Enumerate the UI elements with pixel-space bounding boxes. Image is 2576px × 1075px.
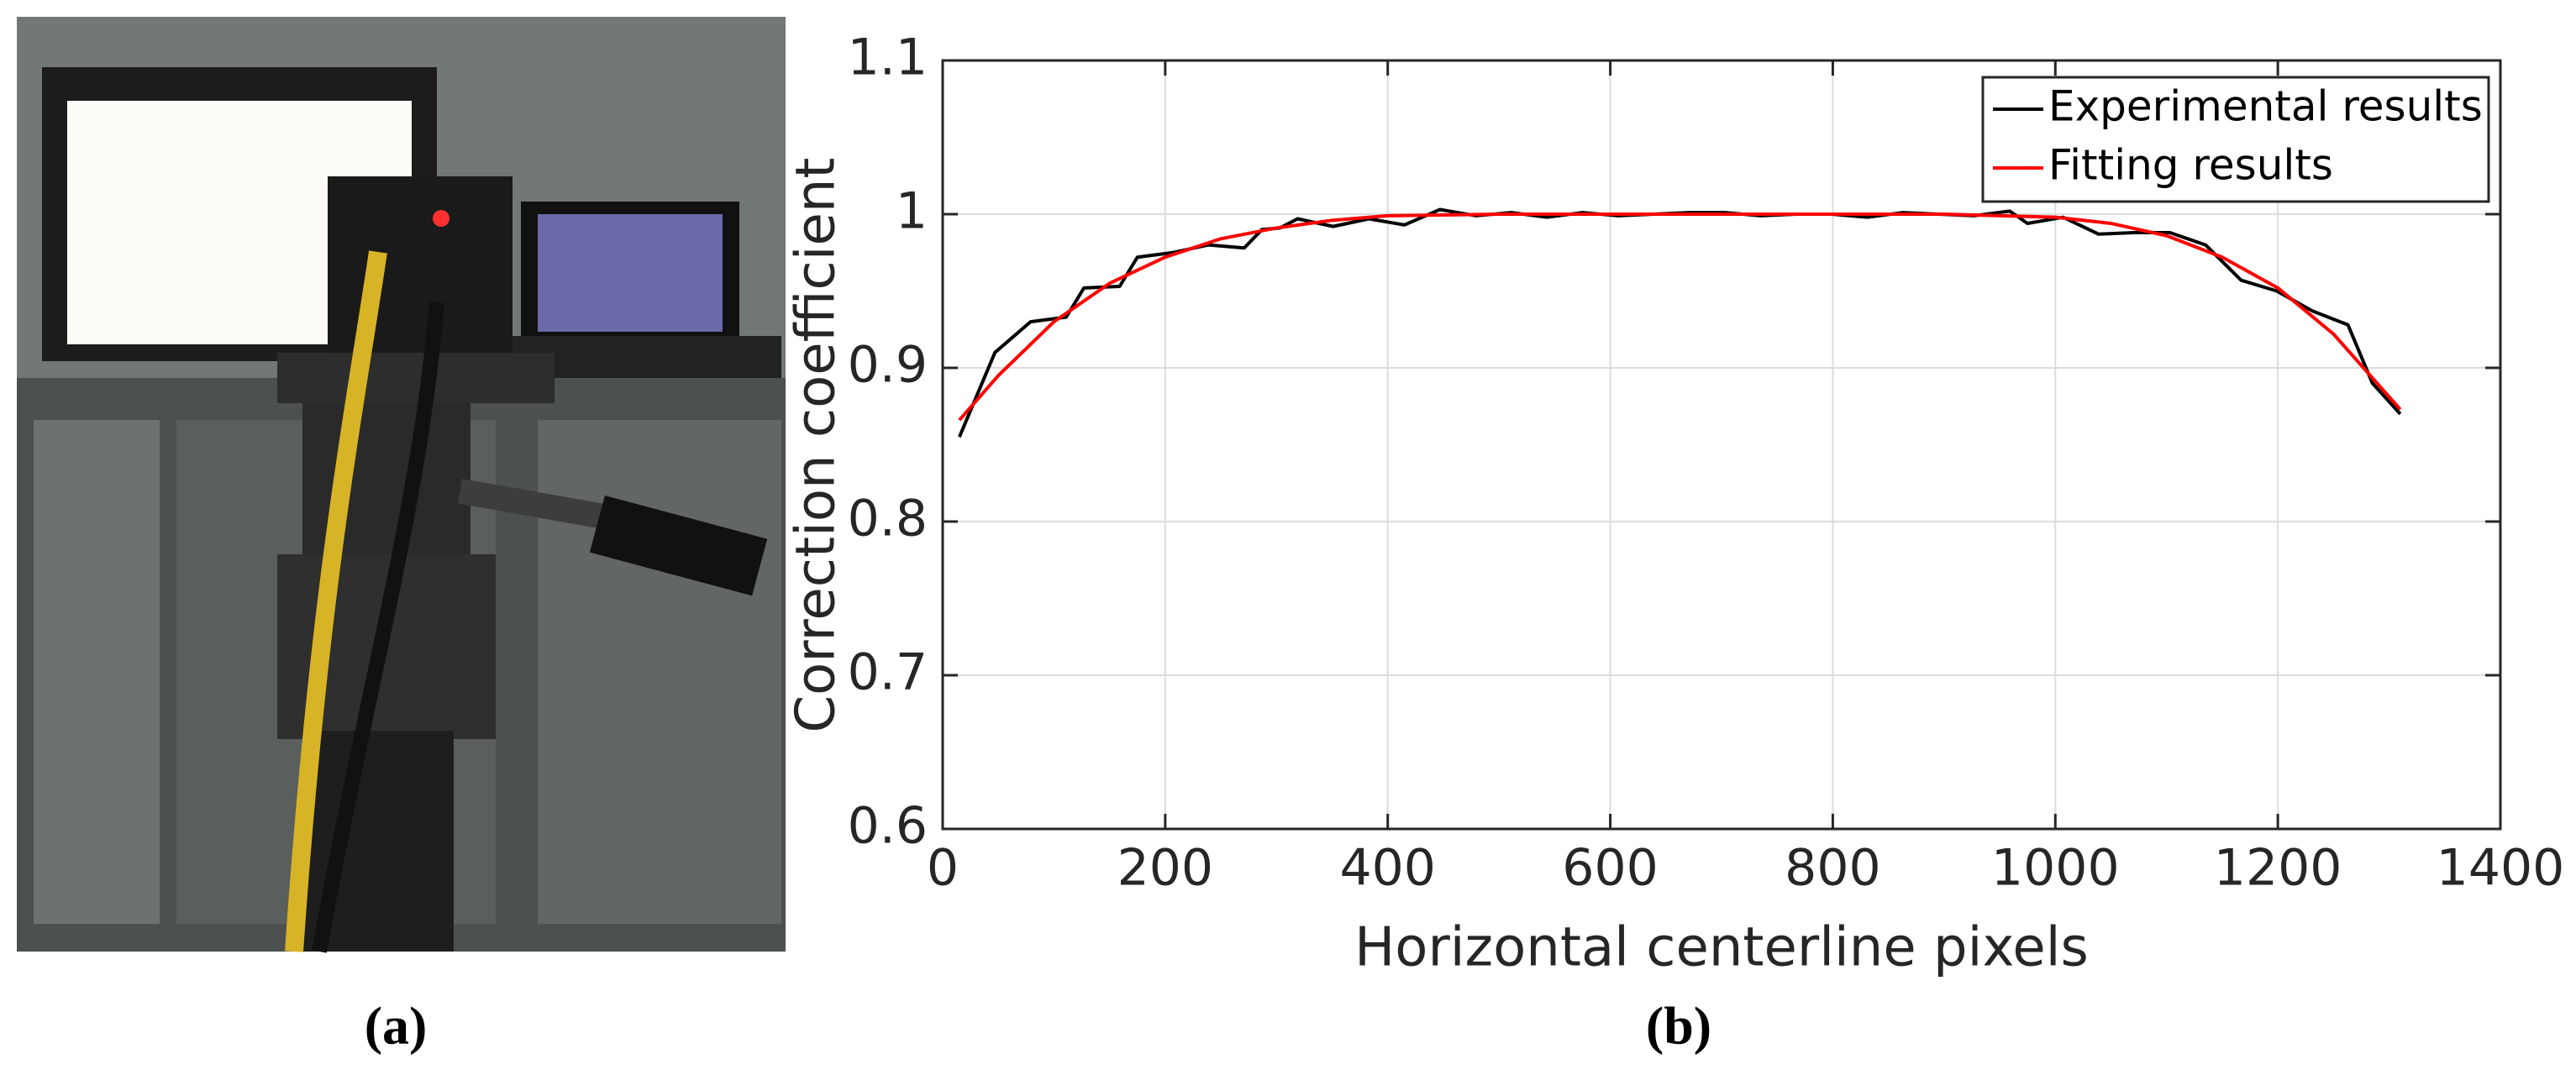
y-tick-label: 0.9 (848, 336, 928, 395)
panel-label: (b) (1646, 996, 1711, 1056)
x-tick-label: 1000 (1991, 839, 2120, 898)
photo (17, 17, 786, 953)
legend-label: Experimental results (2048, 82, 2483, 131)
x-tick-label: 1400 (2437, 839, 2565, 898)
legend-box (1981, 76, 2490, 203)
x-tick-label: 400 (1339, 839, 1436, 898)
x-tick-label: 600 (1562, 839, 1659, 898)
y-axis-title: Correction coefficient (786, 157, 848, 732)
x-axis-title: Horizontal centerline pixels (1354, 917, 2089, 979)
x-tick-label: 800 (1785, 839, 1881, 898)
y-tick-label: 0.7 (848, 643, 928, 702)
y-tick-label: 1 (896, 182, 928, 241)
x-tick-label: 1200 (2214, 839, 2342, 898)
x-tick-label: 0 (927, 839, 959, 898)
x-tick-label: 200 (1117, 839, 1214, 898)
y-tick-label: 0.8 (848, 490, 928, 548)
y-tick-label: 1.1 (848, 29, 928, 87)
legend-label: Fitting results (2048, 141, 2333, 190)
data-line (958, 212, 2402, 422)
panel-label: (a) (365, 996, 428, 1056)
plot-frame (941, 59, 2502, 831)
y-tick-label: 0.6 (848, 797, 928, 856)
